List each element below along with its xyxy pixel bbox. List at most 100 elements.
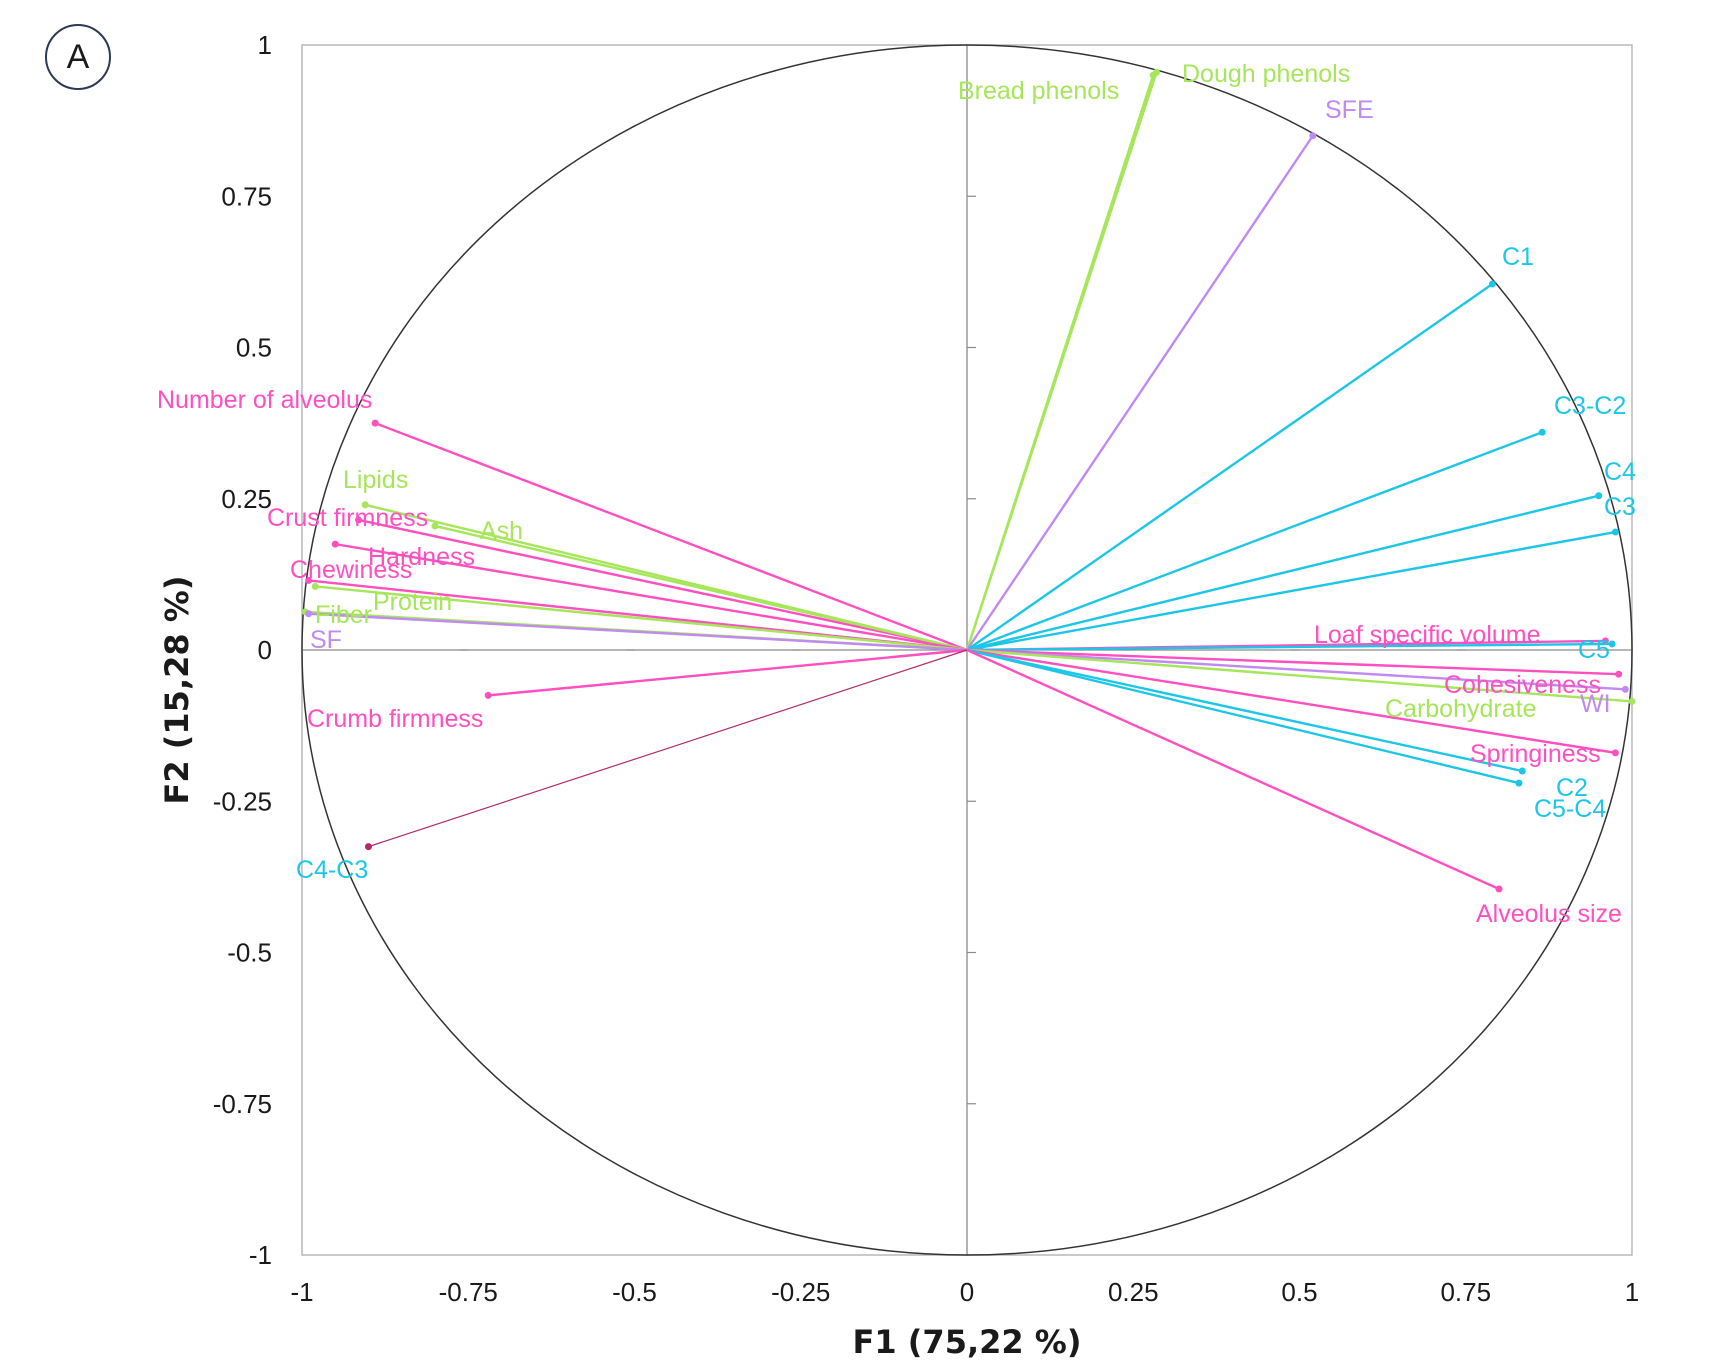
vector-point-carbohydrate [1628, 697, 1636, 705]
vector-label-c1: C1 [1502, 243, 1534, 271]
vector-point-wi [1621, 685, 1629, 693]
vector-point-c4-c3 [365, 843, 372, 851]
x-tick-label: -1 [290, 1277, 313, 1307]
vector-point-sf [305, 610, 313, 618]
vector-point-springiness [1611, 749, 1619, 757]
vector-point-crumb-firmness [484, 691, 492, 699]
x-tick-label: 0.25 [1108, 1277, 1159, 1307]
vector-line-c3-c2 [966, 431, 1543, 652]
loading-vectors [301, 68, 1636, 893]
vector-label-protein: Protein [373, 588, 452, 616]
vector-labels: Bread phenols Dough phenols SFE C1 C3-C2 C4 C3… [157, 60, 1636, 928]
vector-point-ash [431, 522, 439, 530]
vector-line-crumb-firmness [488, 648, 968, 697]
vector-line-cohesiveness [966, 648, 1619, 676]
x-tick-label: 0.75 [1440, 1277, 1491, 1307]
vector-label-loaf-specific-volume: Loaf specific volume [1314, 621, 1541, 649]
vector-label-c4-c3: C4-C3 [296, 856, 368, 884]
vector-point-sfe [1309, 132, 1317, 140]
vector-label-chewiness: Chewiness [290, 556, 412, 584]
x-axis-title: F1 (75,22 %) [853, 1323, 1082, 1361]
vector-line-c5 [966, 642, 1613, 652]
vector-label-dough-phenols: Dough phenols [1182, 60, 1350, 88]
y-tick-label: -0.25 [213, 786, 272, 816]
vector-point-dough-phenols [1153, 68, 1161, 76]
unit-circle-outline [301, 44, 1633, 1256]
vector-point-c1 [1488, 280, 1496, 288]
vector-label-bread-phenols: Bread phenols [958, 77, 1119, 105]
x-tick-label: 0.5 [1281, 1277, 1317, 1307]
x-tick-label: -0.5 [612, 1277, 657, 1307]
y-tick-label: 0.25 [221, 484, 272, 514]
y-tick-label: 0.75 [221, 181, 272, 211]
x-tick-label: -0.25 [771, 1277, 830, 1307]
y-tick-label: -0.5 [227, 938, 272, 968]
vector-label-alveolus-size: Alveolus size [1476, 900, 1622, 928]
vector-label-lipids: Lipids [343, 466, 408, 494]
vector-point-loaf-specific-volume [1601, 637, 1609, 645]
vector-line-number-of-alveolus [374, 422, 968, 652]
vector-line-dough-phenols [965, 71, 1158, 651]
y-tick-label: 0 [258, 635, 272, 665]
vector-label-crumb-firmness: Crumb firmness [307, 705, 483, 733]
y-tick-label: -1 [249, 1240, 272, 1270]
vector-label-wi: WI [1580, 690, 1611, 718]
vector-point-chewiness [305, 576, 313, 584]
vector-line-sf [308, 612, 968, 652]
vector-line-crust-firmness [358, 518, 968, 652]
vector-label-hardness: Hardness [368, 543, 475, 571]
vector-label-crust-firmness: Crust firmness [267, 504, 428, 532]
vector-point-c5 [1608, 640, 1616, 648]
vector-point-c4 [1595, 492, 1603, 500]
vector-point-c3-c2 [1538, 428, 1546, 436]
vector-label-c4: C4 [1604, 458, 1636, 486]
vector-point-crust-firmness [355, 516, 363, 524]
vector-point-lipids [361, 501, 369, 509]
vector-point-c3 [1611, 528, 1619, 536]
vector-line-c2 [966, 648, 1523, 773]
vector-label-sf: SF [310, 626, 342, 654]
vector-point-alveolus-size [1495, 885, 1503, 893]
vector-label-cohesiveness: Cohesiveness [1444, 671, 1601, 699]
y-tick-label: 1 [258, 30, 272, 60]
y-tick-label: 0.5 [236, 333, 272, 363]
x-tick-label: 0 [960, 1277, 974, 1307]
vector-label-c2: C2 [1556, 774, 1588, 802]
vector-point-c5-c4 [1515, 779, 1523, 787]
vector-point-hardness [331, 540, 339, 548]
vector-label-ash: Ash [480, 517, 523, 545]
vector-line-springiness [966, 648, 1616, 755]
vector-line-c5-c4 [966, 648, 1520, 785]
vector-line-sfe [966, 135, 1314, 651]
vector-label-sfe: SFE [1325, 96, 1374, 124]
panel-label-badge: A [45, 24, 111, 90]
vector-label-c5-c4: C5-C4 [1534, 795, 1606, 823]
vector-line-wi [966, 648, 1626, 691]
axis-ticks: -1 -0.75 -0.5 -0.25 0 0.25 0.5 0.75 1 1 0.75 0.5 0.2… [213, 30, 1640, 1307]
vector-line-carbohydrate [966, 648, 1633, 703]
vector-label-springiness: Springiness [1470, 740, 1601, 768]
unit-circle [301, 44, 1633, 1256]
y-tick-label: -0.75 [213, 1089, 272, 1119]
vector-line-ash [434, 524, 968, 652]
vector-line-alveolus-size [966, 648, 1500, 891]
vector-line-protein [315, 585, 968, 652]
vector-line-c4-c3 [368, 649, 968, 848]
x-tick-label: -0.75 [439, 1277, 498, 1307]
vector-point-cohesiveness [1615, 670, 1623, 678]
vector-line-c4 [966, 494, 1600, 652]
vector-label-c5: C5 [1578, 636, 1610, 664]
vector-label-c3-c2: C3-C2 [1554, 392, 1626, 420]
vector-line-c3 [966, 530, 1616, 652]
vector-point-c2 [1518, 767, 1526, 775]
x-tick-label: 1 [1625, 1277, 1639, 1307]
vector-line-hardness [335, 542, 968, 652]
y-axis-title: F2 (15,28 %) [158, 576, 196, 805]
vector-line-c1 [966, 282, 1494, 651]
vector-point-number-of-alveolus [371, 419, 379, 427]
vector-label-number-of-alveolus: Number of alveolus [157, 386, 372, 414]
vector-label-c3: C3 [1604, 493, 1636, 521]
vector-label-fiber: Fiber [315, 601, 372, 629]
vector-point-protein [311, 582, 319, 590]
